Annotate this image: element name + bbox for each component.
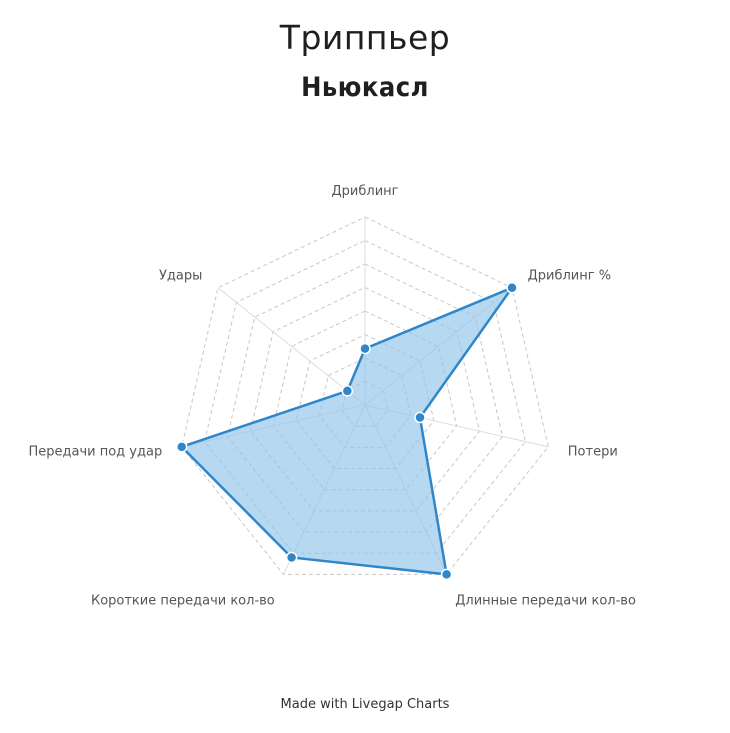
axis-spoke bbox=[217, 287, 366, 406]
axis-label: Короткие передачи кол-во bbox=[91, 593, 275, 608]
data-point[interactable] bbox=[341, 385, 354, 397]
data-point[interactable] bbox=[440, 568, 453, 581]
axis-label: Передачи под удар bbox=[28, 444, 162, 459]
series-area bbox=[180, 286, 514, 576]
axis-label: Удары bbox=[159, 268, 202, 283]
chart-title: Триппьер bbox=[279, 18, 451, 57]
axis-label: Дриблинг % bbox=[528, 268, 611, 283]
chart-footer: Made with Livegap Charts bbox=[280, 697, 450, 712]
axis-label: Потери bbox=[568, 444, 618, 459]
data-point[interactable] bbox=[414, 411, 426, 424]
axis-label: Дриблинг bbox=[332, 184, 399, 199]
grid-ring bbox=[181, 216, 549, 575]
data-point[interactable] bbox=[506, 282, 518, 294]
data-point[interactable] bbox=[359, 342, 371, 355]
axis-labels: Дриблинг Дриблинг % Потери Длинные передачи… bbox=[28, 184, 635, 608]
axis-label: Длинные передачи кол-во bbox=[455, 593, 636, 608]
data-point[interactable] bbox=[285, 551, 298, 564]
chart-subtitle: Ньюкасл bbox=[301, 72, 429, 103]
radar-series bbox=[175, 282, 518, 581]
data-point[interactable] bbox=[175, 441, 188, 453]
